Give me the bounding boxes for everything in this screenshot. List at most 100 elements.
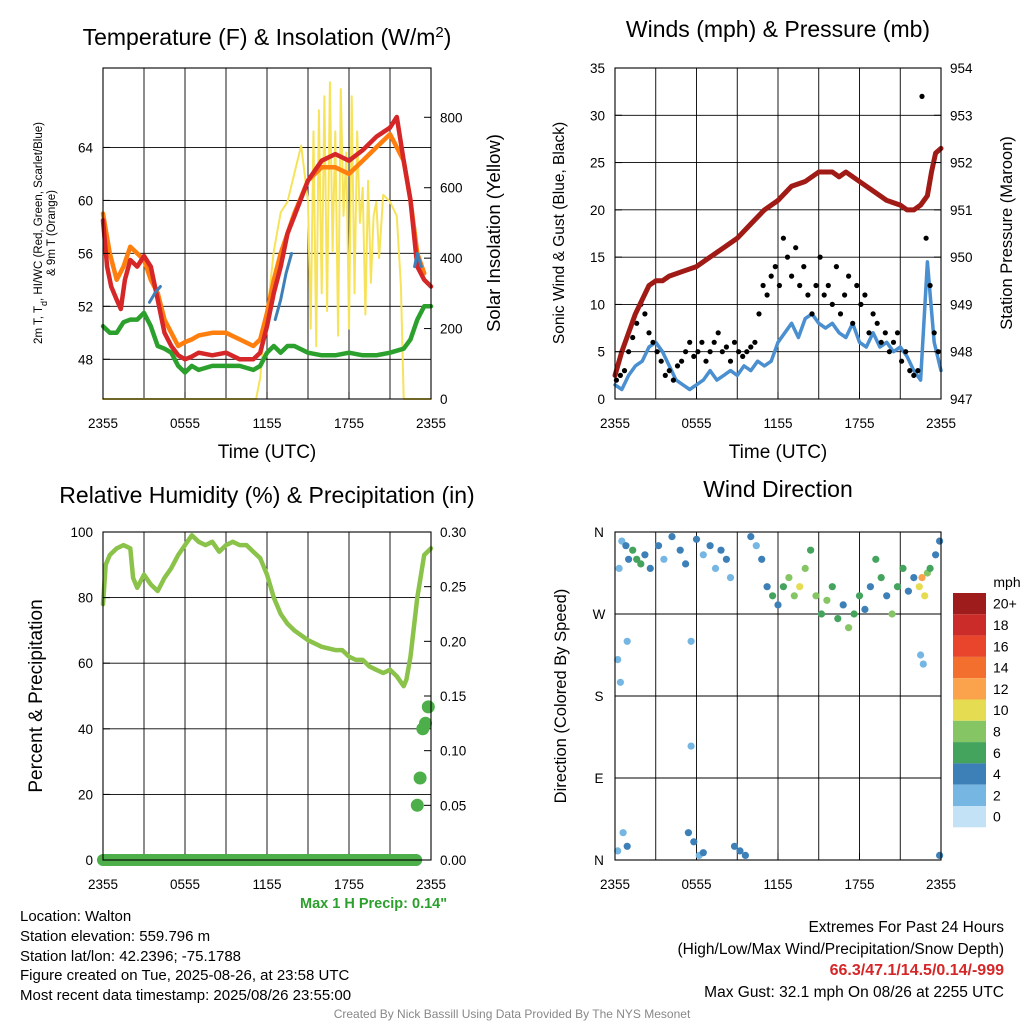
- legend-swatch: [953, 614, 986, 636]
- gust-point: [683, 349, 689, 355]
- gust-point: [723, 344, 730, 350]
- gust-point: [927, 282, 933, 289]
- gust-point: [719, 349, 725, 355]
- gust-point: [825, 282, 831, 289]
- direction-point: [637, 560, 645, 568]
- x-tick-label: 0555: [170, 877, 200, 892]
- y2-tick-label: 0.30: [440, 525, 466, 540]
- direction-point: [932, 551, 940, 559]
- gust-point: [789, 273, 795, 279]
- x-tick-label: 1155: [252, 877, 281, 892]
- gust-point: [837, 311, 844, 317]
- legend-label: 8: [993, 723, 1001, 739]
- y2-tick-label: 948: [950, 345, 973, 360]
- y2-tick-label: 952: [950, 156, 973, 171]
- x-tick-label: 2355: [88, 416, 118, 431]
- direction-point: [926, 564, 934, 573]
- y-tick-label: N: [594, 525, 604, 540]
- gust-point: [890, 339, 897, 345]
- direction-point: [684, 829, 693, 837]
- x-tick-label: 0555: [681, 877, 711, 892]
- legend-label: 14: [993, 660, 1009, 676]
- gust-point: [833, 264, 840, 270]
- legend-swatch: [953, 784, 986, 806]
- gust-point: [842, 292, 848, 298]
- direction-point: [918, 574, 926, 582]
- gust-point: [866, 330, 872, 336]
- x-tick-label: 1755: [334, 877, 364, 892]
- gust-point: [805, 292, 811, 298]
- sonic-wind-line: [613, 260, 943, 392]
- x-tick-label: 0555: [681, 416, 711, 431]
- direction-point: [687, 742, 695, 750]
- title-close: ): [444, 24, 452, 50]
- temperature-panel: 2355 0555 1155 1755 2355 Temperature (F) & In…: [33, 24, 504, 464]
- gust-point: [862, 292, 868, 298]
- y-tick-label: 56: [78, 246, 93, 261]
- direction-point: [899, 564, 907, 573]
- dewpoint-line: [100, 304, 434, 375]
- legend-swatch: [953, 720, 986, 743]
- direction-point: [616, 678, 625, 686]
- direction-point: [861, 605, 869, 614]
- plot-frame: [614, 67, 942, 400]
- gust-point: [931, 330, 937, 336]
- y-label-part: d: [39, 301, 49, 306]
- legend-label: 12: [993, 681, 1009, 697]
- gust-point: [731, 339, 738, 345]
- legend-swatch: [953, 593, 986, 615]
- direction-point: [888, 610, 896, 618]
- station-info: Location: Walton Station elevation: 559.…: [20, 907, 351, 1006]
- y-tick-label: 25: [590, 156, 605, 171]
- direction-point: [676, 546, 684, 554]
- y2-tick-label: 953: [950, 108, 973, 123]
- legend-label: 16: [993, 638, 1009, 654]
- precip-point: [410, 798, 424, 812]
- direction-point: [625, 555, 633, 563]
- gust-point: [658, 358, 664, 364]
- direction-point: [807, 546, 815, 554]
- direction-point: [904, 587, 913, 595]
- gust-point: [740, 353, 746, 359]
- y-axis-label-line1: 2m T, Td, HI/WC (Red, Green, Scarlet/Blu…: [33, 122, 49, 344]
- direction-point: [752, 542, 760, 550]
- y2-tick-label: 949: [950, 297, 973, 312]
- direction-point: [615, 564, 623, 573]
- gust-point: [850, 320, 856, 326]
- direction-point: [660, 555, 668, 563]
- y2-tick-label: 951: [950, 203, 973, 218]
- y2-tick-label: 800: [440, 110, 463, 125]
- x-axis-label: Time (UTC): [218, 442, 317, 463]
- direction-point: [747, 533, 755, 541]
- y-tick-label: 60: [78, 193, 93, 208]
- y2-tick-label: 954: [950, 61, 973, 76]
- temp-2m-line: [100, 114, 434, 362]
- direction-point: [828, 583, 836, 591]
- gust-point: [878, 339, 884, 345]
- y-tick-label: N: [594, 853, 604, 868]
- gust-point: [894, 330, 901, 336]
- direction-point: [817, 610, 826, 618]
- gust-point: [711, 339, 717, 345]
- direction-point: [618, 537, 626, 545]
- gust-point: [919, 93, 925, 99]
- y-label-part: 2m T, T: [33, 306, 45, 344]
- direction-point: [741, 851, 750, 860]
- gust-point: [642, 311, 648, 317]
- gust-point: [801, 264, 807, 270]
- location-text: Location: Walton: [20, 908, 132, 925]
- direction-point: [699, 551, 707, 559]
- direction-point: [629, 546, 637, 554]
- gust-point: [780, 235, 787, 241]
- direction-point: [796, 583, 804, 591]
- gust-point: [882, 330, 888, 336]
- y2-tick-label: 0.05: [440, 798, 466, 813]
- legend-label: 10: [993, 702, 1009, 718]
- direction-point: [774, 601, 782, 609]
- direction-point: [614, 656, 622, 664]
- legend-swatch: [953, 742, 986, 764]
- direction-point: [668, 533, 676, 541]
- direction-point: [850, 610, 858, 618]
- x-tick-label: 2355: [416, 416, 446, 431]
- gust-point: [699, 339, 705, 345]
